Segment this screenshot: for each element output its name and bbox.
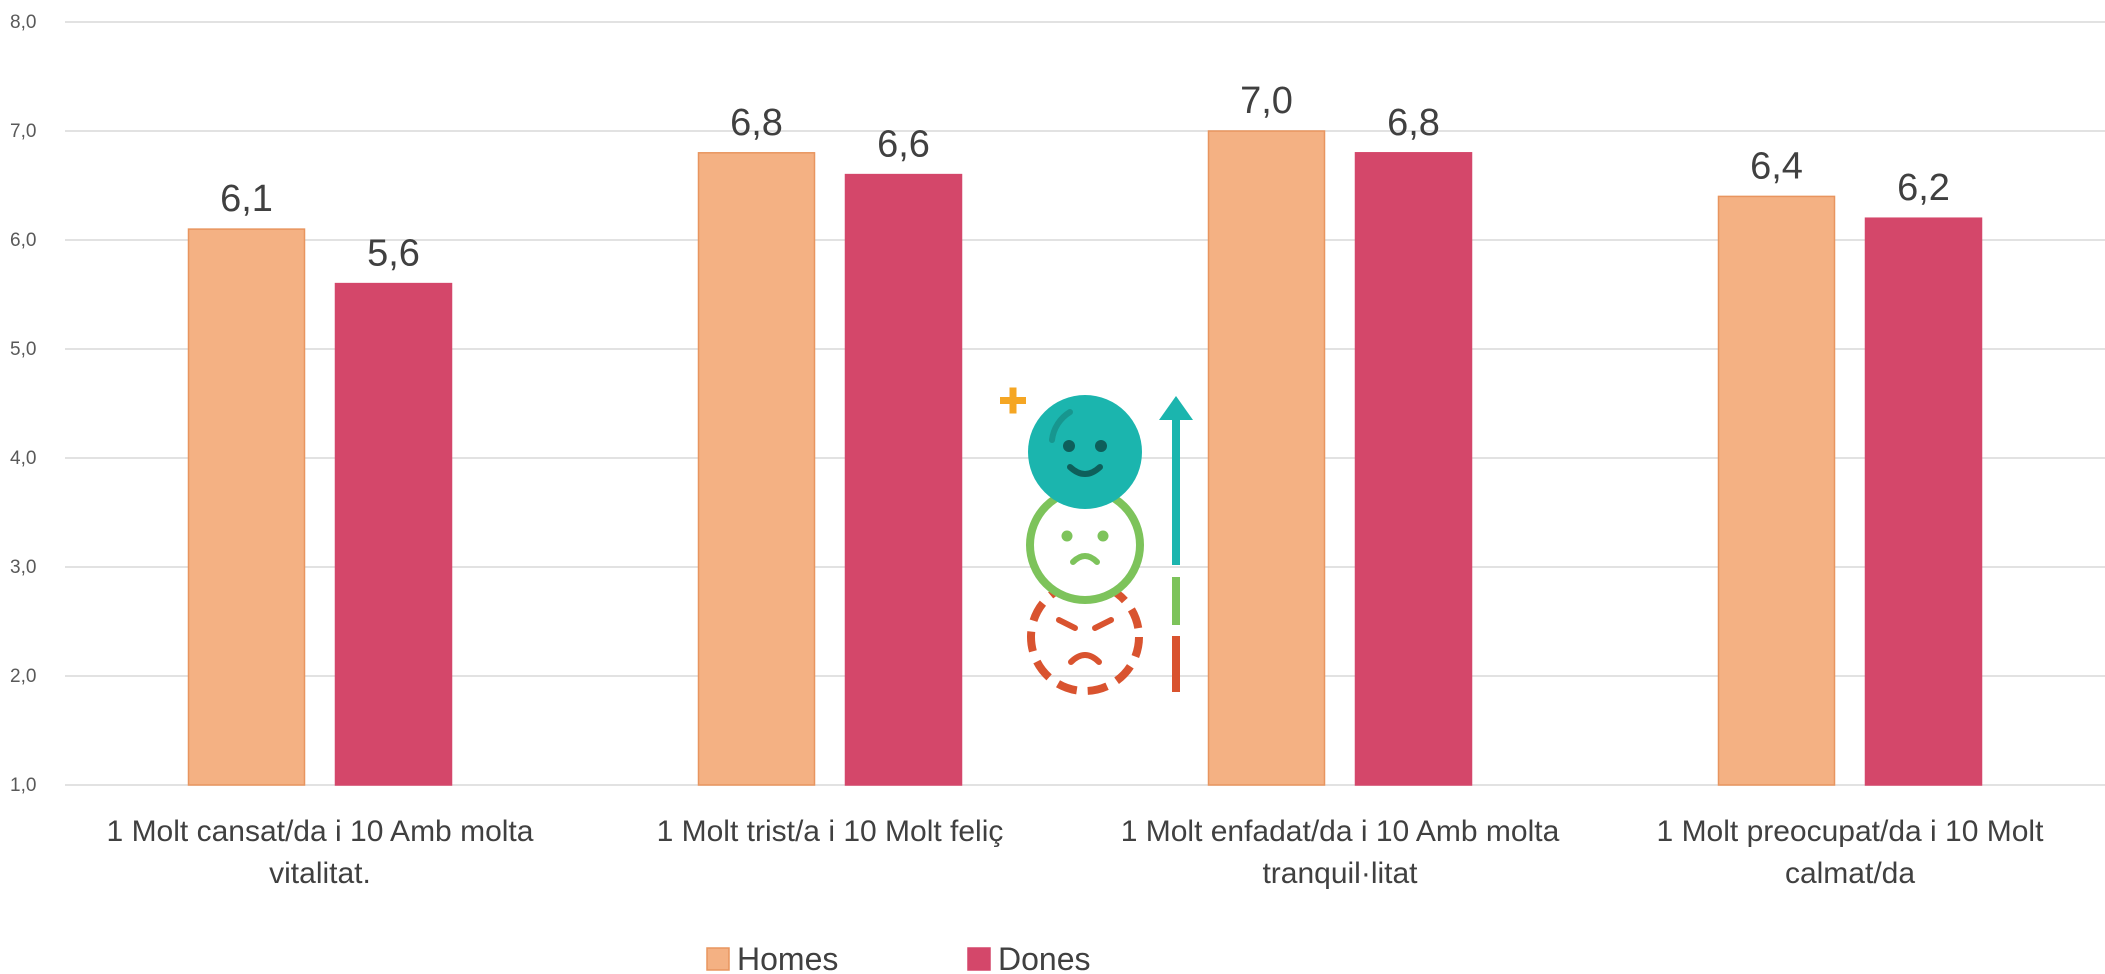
y-tick-label: 5,0 xyxy=(10,339,36,360)
legend-swatch-dones xyxy=(967,947,991,971)
data-label-dones-0: 5,6 xyxy=(367,233,420,275)
data-label-dones-3: 6,2 xyxy=(1897,167,1950,209)
data-label-homes-2: 7,0 xyxy=(1240,80,1293,122)
x-category-label: calmat/da xyxy=(1785,857,1915,890)
x-category-label: 1 Molt trist/a i 10 Molt feliç xyxy=(657,815,1004,848)
x-category-label: 1 Molt preocupat/da i 10 Molt xyxy=(1657,815,2045,848)
bar-dones-2 xyxy=(1354,152,1473,786)
x-category-label: tranquil·litat xyxy=(1262,857,1418,890)
bar-homes-2 xyxy=(1207,130,1326,786)
y-tick-label: 8,0 xyxy=(10,12,36,33)
legend-label-homes: Homes xyxy=(737,941,838,974)
y-tick-label: 6,0 xyxy=(10,230,36,251)
y-tick-label: 4,0 xyxy=(10,448,36,469)
data-label-homes-0: 6,1 xyxy=(220,178,273,220)
bar-homes-0 xyxy=(187,228,306,786)
bar-dones-3 xyxy=(1864,217,1983,786)
y-tick-label: 1,0 xyxy=(10,775,36,796)
arrow-up-icon xyxy=(1159,396,1193,692)
data-label-dones-1: 6,6 xyxy=(877,124,930,166)
bar-dones-0 xyxy=(334,282,453,786)
data-label-homes-1: 6,8 xyxy=(730,102,783,144)
x-category-label: 1 Molt cansat/da i 10 Amb molta xyxy=(107,815,534,848)
data-label-homes-3: 6,4 xyxy=(1750,145,1803,187)
plus-icon xyxy=(1000,387,1026,414)
bar-homes-3 xyxy=(1717,195,1836,786)
legend: Homes Dones xyxy=(706,941,1091,974)
bar-dones-1 xyxy=(844,173,963,786)
data-label-dones-2: 6,8 xyxy=(1387,102,1440,144)
legend-label-dones: Dones xyxy=(998,941,1091,974)
bar-homes-1 xyxy=(697,152,816,786)
y-tick-label: 2,0 xyxy=(10,666,36,687)
legend-swatch-homes xyxy=(706,947,730,971)
x-category-label: vitalitat. xyxy=(269,857,371,890)
mood-scale-faces-icon xyxy=(1000,387,1193,695)
y-tick-label: 3,0 xyxy=(10,557,36,578)
happy-face-icon xyxy=(1028,395,1142,509)
y-tick-label: 7,0 xyxy=(10,121,36,142)
x-category-label: 1 Molt enfadat/da i 10 Amb molta xyxy=(1121,815,1560,848)
